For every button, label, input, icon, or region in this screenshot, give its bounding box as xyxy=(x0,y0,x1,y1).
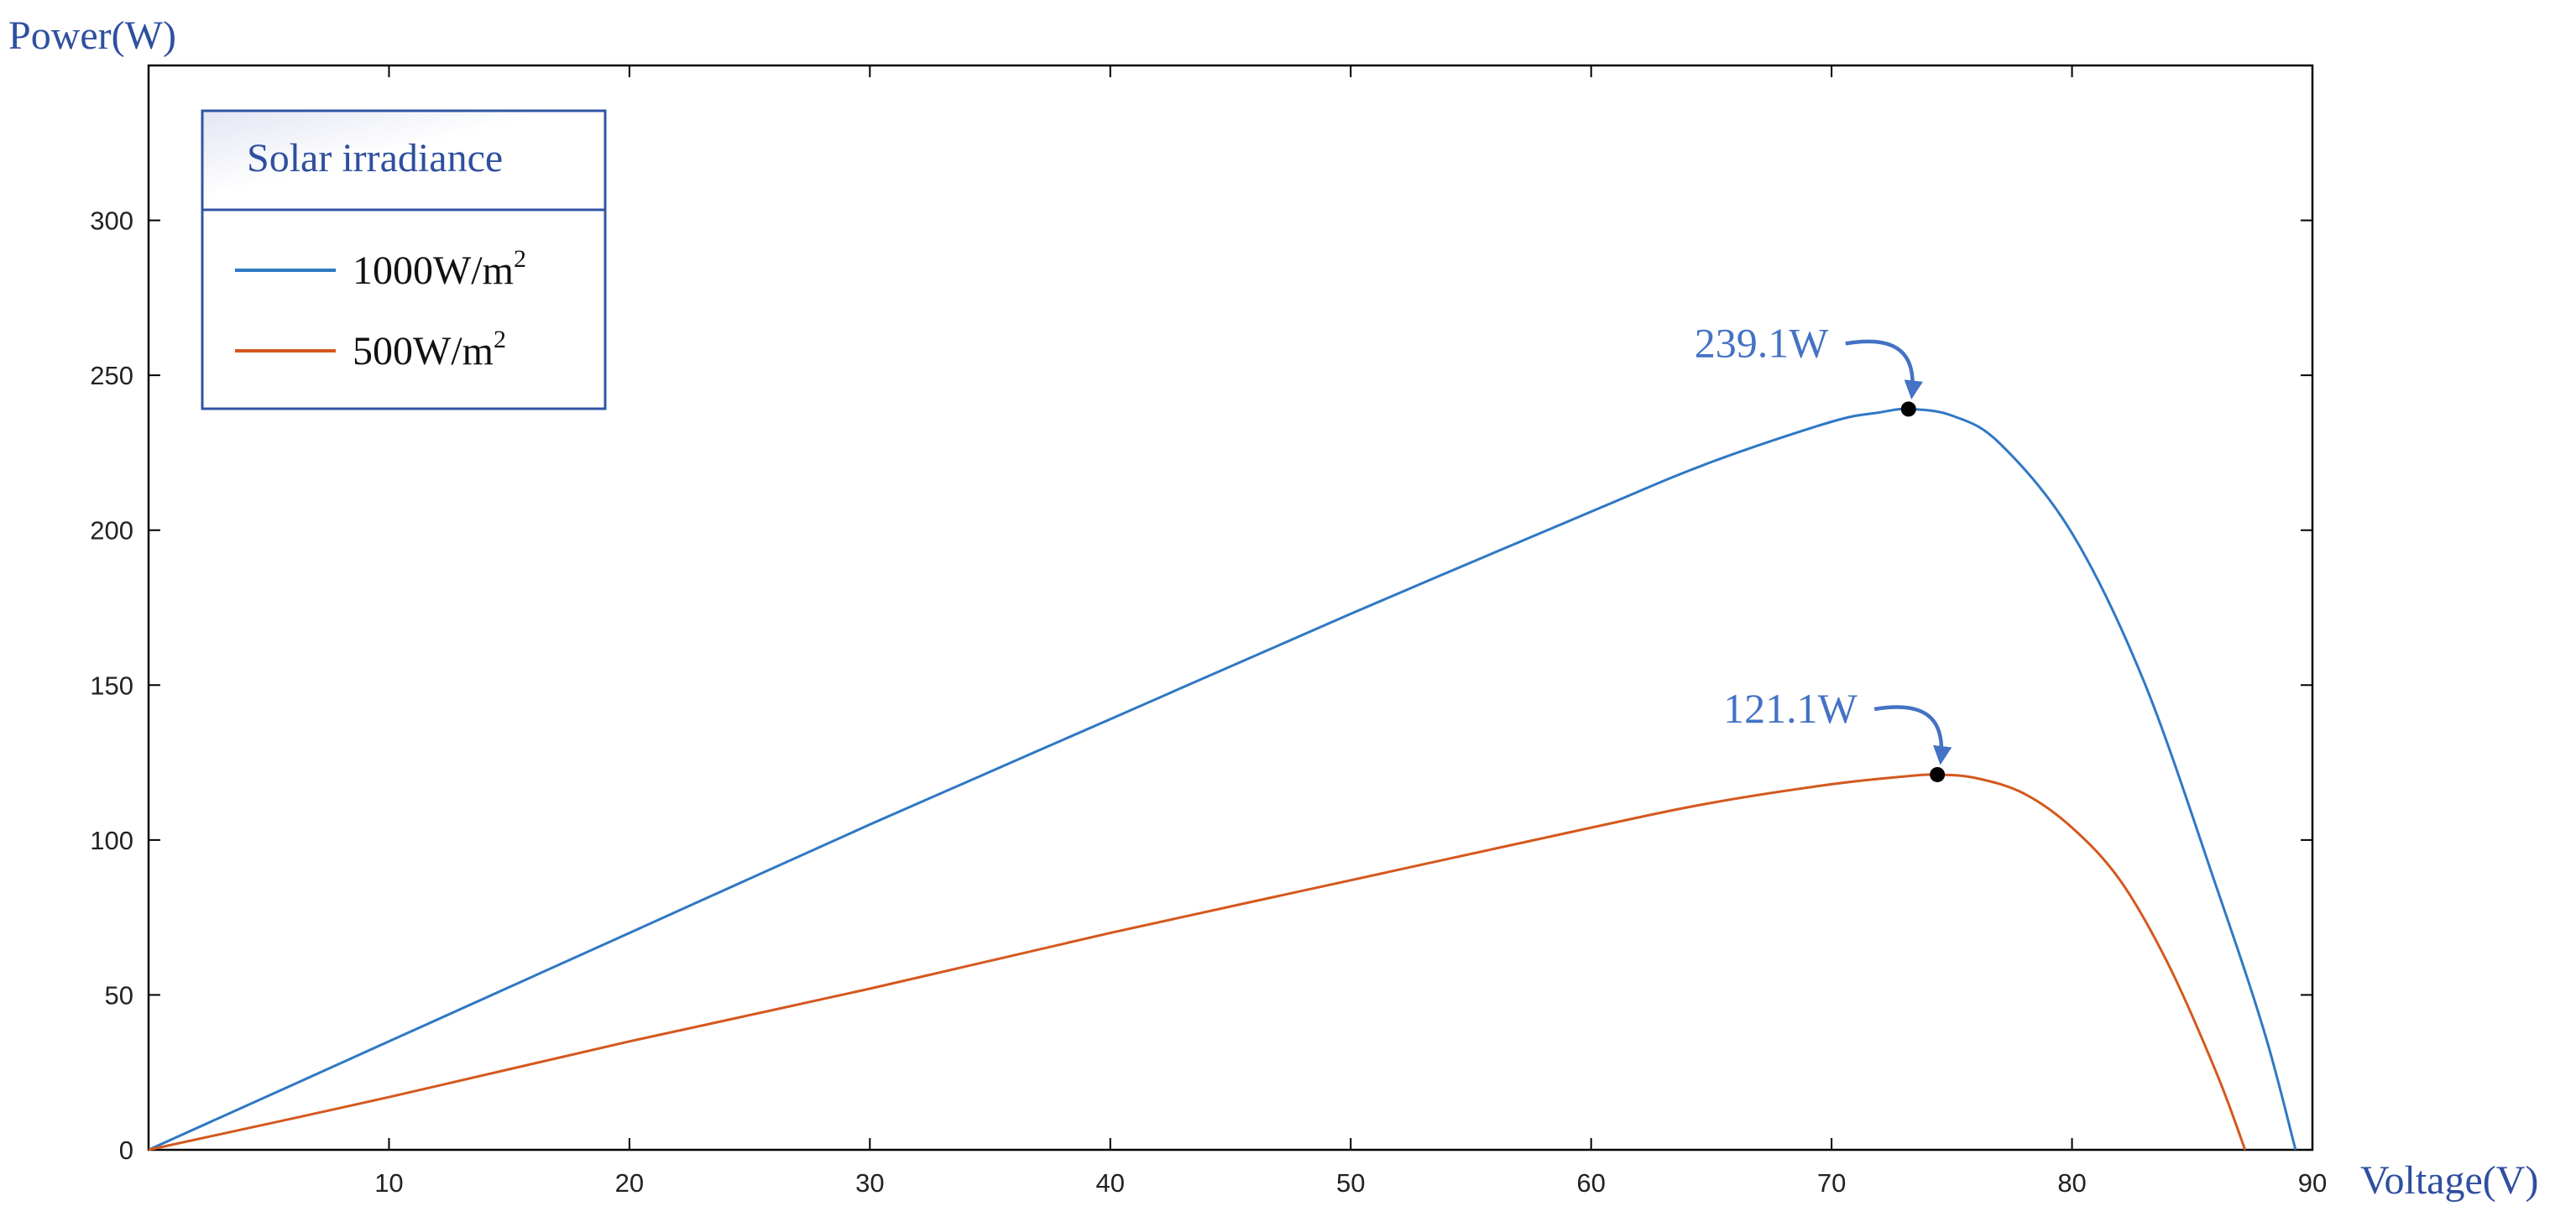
y-tick-label: 50 xyxy=(105,980,133,1010)
x-tick-label: 40 xyxy=(1096,1168,1125,1198)
peak-arrow-0 xyxy=(1845,339,1924,400)
series-lines xyxy=(148,407,2297,1152)
x-tick-label: 10 xyxy=(374,1168,403,1198)
peak-label-1: 121.1W xyxy=(1723,685,1858,732)
x-tick-label: 20 xyxy=(615,1168,644,1198)
series-line-500 xyxy=(148,773,2247,1152)
y-tick-label: 250 xyxy=(90,361,133,390)
peak-marker-1 xyxy=(1930,766,1946,782)
series-line-1000 xyxy=(148,407,2297,1152)
x-tick-label: 90 xyxy=(2298,1168,2327,1198)
peak-label-0: 239.1W xyxy=(1695,319,1830,366)
peak-arrow-1 xyxy=(1873,705,1952,765)
legend-entry-label-1: 500W/m2 xyxy=(353,326,506,373)
axis-ticks xyxy=(149,65,2313,1151)
y-tick-label: 100 xyxy=(90,826,133,855)
y-tick-label: 0 xyxy=(119,1136,133,1165)
plot-area xyxy=(147,64,2314,1152)
axes-frame xyxy=(147,64,2314,1152)
x-tick-label: 30 xyxy=(855,1168,884,1198)
y-tick-label: 150 xyxy=(90,671,133,700)
legend-entry-label-0: 1000W/m2 xyxy=(353,245,526,293)
peak-marker-0 xyxy=(1900,401,1916,417)
tick-labels: 10 20 30 40 50 60 70 80 90 0 50 100 150 200 250 300 xyxy=(90,206,2327,1198)
y-tick-label: 200 xyxy=(90,516,133,546)
legend-title-box xyxy=(201,109,607,212)
x-tick-label: 70 xyxy=(1817,1168,1846,1198)
x-tick-label: 50 xyxy=(1336,1168,1365,1198)
x-axis-title: Voltage(V) xyxy=(2360,1158,2538,1203)
x-tick-label: 60 xyxy=(1576,1168,1605,1198)
peak-annotations: 239.1W 121.1W xyxy=(1695,319,1952,782)
y-axis-title: Power(W) xyxy=(8,13,176,58)
legend: Solar irradiance 1000W/m2 500W/m2 xyxy=(201,109,607,410)
y-tick-label: 300 xyxy=(90,206,133,236)
x-tick-label: 80 xyxy=(2057,1168,2086,1198)
legend-title: Solar irradiance xyxy=(247,136,503,180)
legend-entries: 1000W/m2 500W/m2 xyxy=(235,245,526,373)
